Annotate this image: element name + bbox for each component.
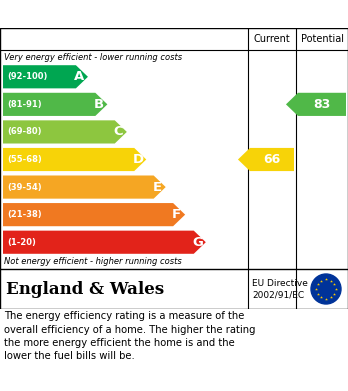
Text: (81-91): (81-91) [7, 100, 42, 109]
Text: D: D [132, 153, 143, 166]
Text: Potential: Potential [301, 34, 343, 44]
Text: (69-80): (69-80) [7, 127, 41, 136]
Text: 2002/91/EC: 2002/91/EC [252, 291, 304, 300]
Text: EU Directive: EU Directive [252, 278, 308, 287]
Text: B: B [94, 98, 104, 111]
Text: E: E [153, 181, 162, 194]
Polygon shape [3, 65, 88, 88]
Text: A: A [74, 70, 85, 83]
Text: Energy Efficiency Rating: Energy Efficiency Rating [7, 7, 217, 22]
Text: (21-38): (21-38) [7, 210, 42, 219]
Text: C: C [113, 126, 123, 138]
Polygon shape [3, 176, 166, 199]
Text: The energy efficiency rating is a measure of the
overall efficiency of a home. T: The energy efficiency rating is a measur… [4, 312, 255, 361]
Text: (55-68): (55-68) [7, 155, 42, 164]
Polygon shape [286, 93, 346, 116]
Text: (92-100): (92-100) [7, 72, 47, 81]
Text: 66: 66 [263, 153, 280, 166]
Text: (39-54): (39-54) [7, 183, 42, 192]
Text: Very energy efficient - lower running costs: Very energy efficient - lower running co… [4, 53, 182, 62]
Circle shape [311, 274, 341, 304]
Polygon shape [3, 93, 108, 116]
Text: (1-20): (1-20) [7, 238, 36, 247]
Polygon shape [3, 120, 127, 143]
Polygon shape [3, 203, 185, 226]
Text: 83: 83 [314, 98, 331, 111]
Polygon shape [3, 231, 206, 254]
Polygon shape [238, 148, 294, 171]
Text: Not energy efficient - higher running costs: Not energy efficient - higher running co… [4, 257, 182, 266]
Polygon shape [3, 148, 146, 171]
Text: Current: Current [254, 34, 290, 44]
Text: England & Wales: England & Wales [6, 280, 164, 298]
Text: F: F [172, 208, 181, 221]
Text: G: G [192, 236, 203, 249]
